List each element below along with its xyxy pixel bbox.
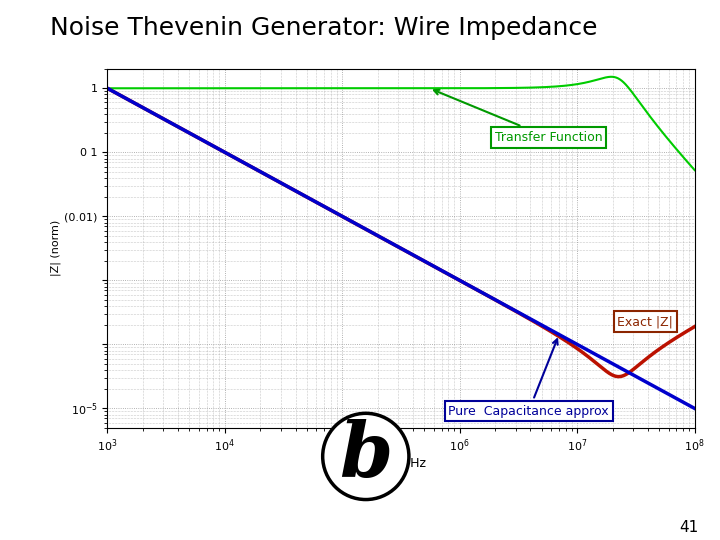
Text: b: b xyxy=(339,420,392,494)
Text: 41: 41 xyxy=(679,519,698,535)
Y-axis label: |Z| (norm): |Z| (norm) xyxy=(51,220,61,276)
Text: Pure  Capacitance approx: Pure Capacitance approx xyxy=(449,339,609,417)
X-axis label: freq  Hz: freq Hz xyxy=(377,457,426,470)
Text: Exact |Z|: Exact |Z| xyxy=(618,315,673,328)
Text: Noise Thevenin Generator: Wire Impedance: Noise Thevenin Generator: Wire Impedance xyxy=(50,16,598,40)
Text: Transfer Function: Transfer Function xyxy=(434,90,603,144)
